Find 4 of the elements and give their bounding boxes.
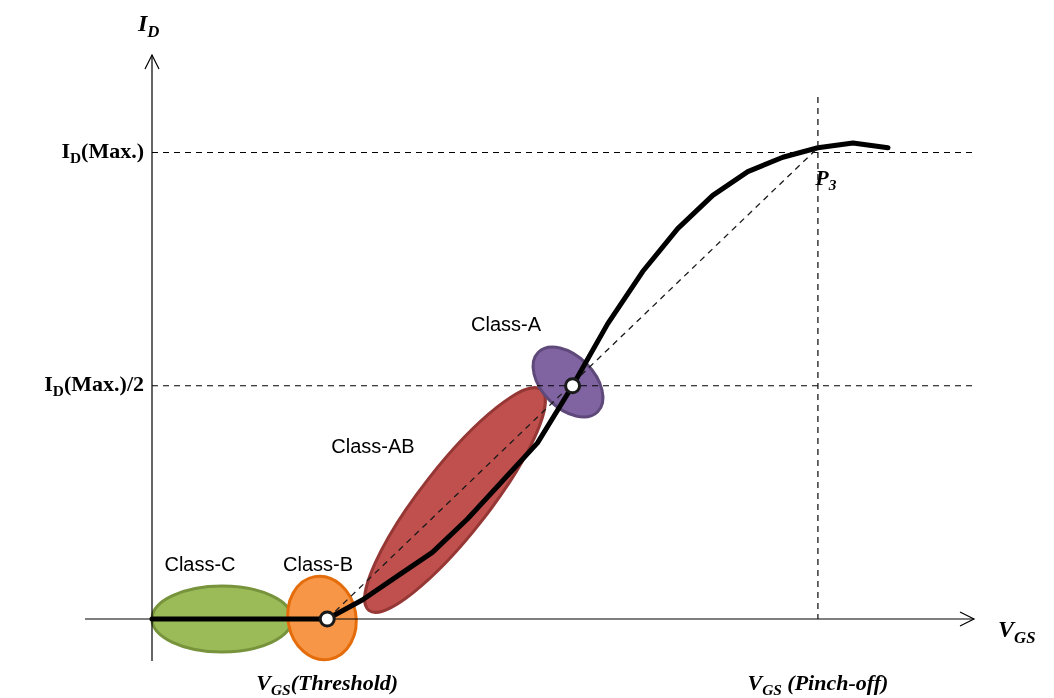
annotation: Class-B bbox=[283, 552, 354, 575]
annotation: Class-A bbox=[471, 312, 542, 335]
annotation: Class-C bbox=[164, 552, 236, 575]
annotation: Class-AB bbox=[331, 434, 415, 457]
